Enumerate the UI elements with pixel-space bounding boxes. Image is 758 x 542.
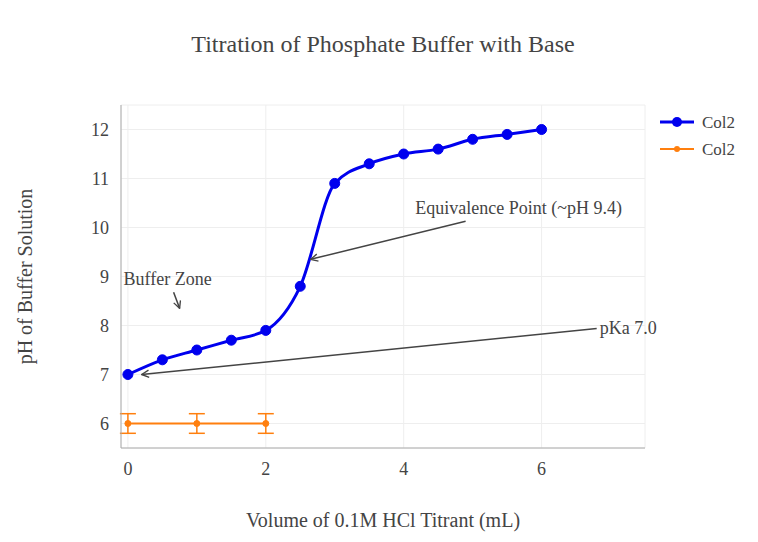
- svg-text:6: 6: [537, 459, 546, 479]
- svg-text:2: 2: [261, 459, 270, 479]
- svg-text:Buffer Zone: Buffer Zone: [124, 269, 212, 289]
- svg-text:10: 10: [91, 218, 109, 238]
- svg-text:Volume of 0.1M HCl Titrant (mL: Volume of 0.1M HCl Titrant (mL): [246, 509, 520, 532]
- svg-text:8: 8: [100, 316, 109, 336]
- svg-text:4: 4: [399, 459, 408, 479]
- svg-text:Col2: Col2: [702, 113, 735, 132]
- svg-text:0: 0: [123, 459, 132, 479]
- svg-text:Col2: Col2: [702, 140, 735, 159]
- svg-text:6: 6: [100, 414, 109, 434]
- svg-text:pKa 7.0: pKa 7.0: [600, 318, 657, 338]
- svg-text:Titration of Phosphate Buffer: Titration of Phosphate Buffer with Base: [191, 31, 574, 57]
- svg-text:7: 7: [100, 365, 109, 385]
- svg-text:9: 9: [100, 267, 109, 287]
- svg-text:Equivalence Point (~pH 9.4): Equivalence Point (~pH 9.4): [415, 198, 622, 219]
- svg-text:11: 11: [92, 169, 109, 189]
- svg-text:12: 12: [91, 120, 109, 140]
- svg-text:pH of Buffer Solution: pH of Buffer Solution: [14, 189, 37, 365]
